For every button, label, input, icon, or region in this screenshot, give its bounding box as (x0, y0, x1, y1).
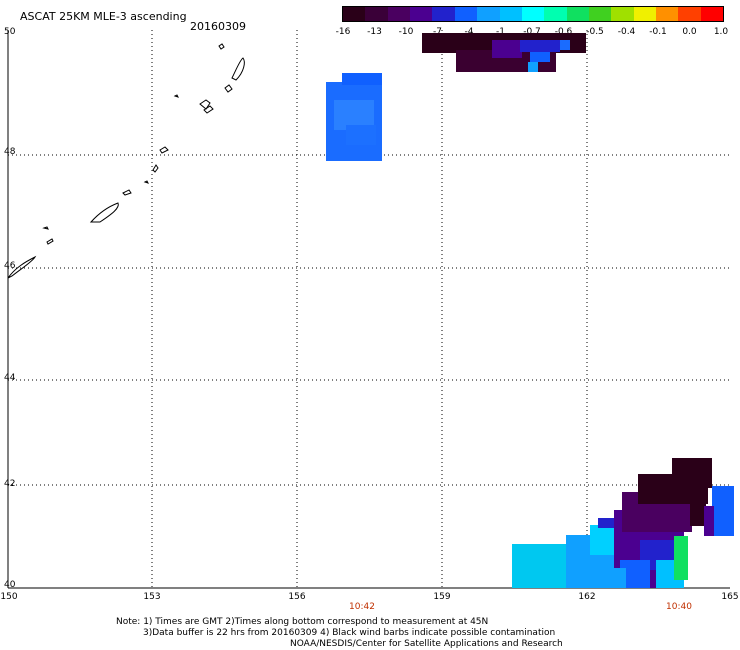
lon-label-156: 156 (288, 592, 306, 602)
lon-label-165: 165 (721, 592, 739, 602)
swath-block-north-east (422, 33, 586, 72)
map-date: 20160309 (190, 20, 246, 33)
color-swatch-10 (566, 7, 589, 21)
color-swatch-8 (521, 7, 545, 21)
color-swatch-13 (633, 7, 657, 21)
lat-label-40: 40 (4, 580, 16, 590)
coastline-islands (7, 43, 245, 279)
pass-time-1: 10:42 (349, 602, 375, 612)
color-swatch-2 (387, 7, 411, 21)
swath-block-north-central (326, 73, 382, 161)
lon-label-159: 159 (433, 592, 451, 602)
color-scale-tick: -7 (433, 27, 442, 37)
map-title: ASCAT 25KM MLE-3 ascending (20, 10, 187, 23)
color-scale-tick: -0.6 (554, 27, 573, 37)
color-scale-tick: 0.0 (682, 27, 697, 37)
color-swatch-11 (588, 7, 612, 21)
color-scale-bar (342, 6, 724, 22)
color-swatch-12 (611, 7, 634, 21)
note-line-1: Note: 1) Times are GMT 2)Times along bot… (116, 617, 489, 627)
color-scale-tick: 1.0 (713, 27, 729, 37)
lon-label-153: 153 (143, 592, 161, 602)
color-swatch-5 (454, 7, 478, 21)
color-swatch-14 (656, 7, 679, 21)
lat-label-42: 42 (4, 479, 16, 489)
color-swatch-7 (499, 7, 522, 21)
color-scale-tick: -4 (464, 27, 474, 37)
color-scale-tick: -0.1 (649, 27, 667, 37)
color-swatch-4 (432, 7, 455, 21)
color-swatch-16 (700, 7, 724, 21)
lon-label-162: 162 (578, 592, 596, 602)
swath-block-south-east (512, 458, 734, 588)
color-scale-tick: -0.5 (586, 27, 604, 37)
pass-time-2: 10:40 (666, 602, 692, 612)
color-swatch-9 (544, 7, 567, 21)
color-swatch-0 (343, 7, 366, 21)
color-swatch-15 (678, 7, 701, 21)
note-line-2: 3)Data buffer is 22 hrs from 20160309 4)… (143, 628, 556, 638)
color-swatch-6 (477, 7, 500, 21)
lon-label-150: 150 (0, 592, 18, 602)
color-scale-tick: -16 (335, 27, 351, 37)
color-scale-tick: -0.7 (523, 27, 541, 37)
color-scale-tick: -0.4 (617, 27, 636, 37)
color-swatch-3 (410, 7, 433, 21)
lat-label-48: 48 (4, 147, 16, 157)
color-scale-tick: -1 (496, 27, 505, 37)
lat-label-44: 44 (4, 373, 16, 383)
color-scale-tick: -13 (367, 27, 382, 37)
color-scale-tick: -10 (398, 27, 414, 37)
lat-label-46: 46 (4, 261, 16, 271)
color-swatch-1 (365, 7, 388, 21)
note-line-3: NOAA/NESDIS/Center for Satellite Applica… (290, 639, 563, 649)
lat-label-50: 50 (4, 27, 16, 37)
